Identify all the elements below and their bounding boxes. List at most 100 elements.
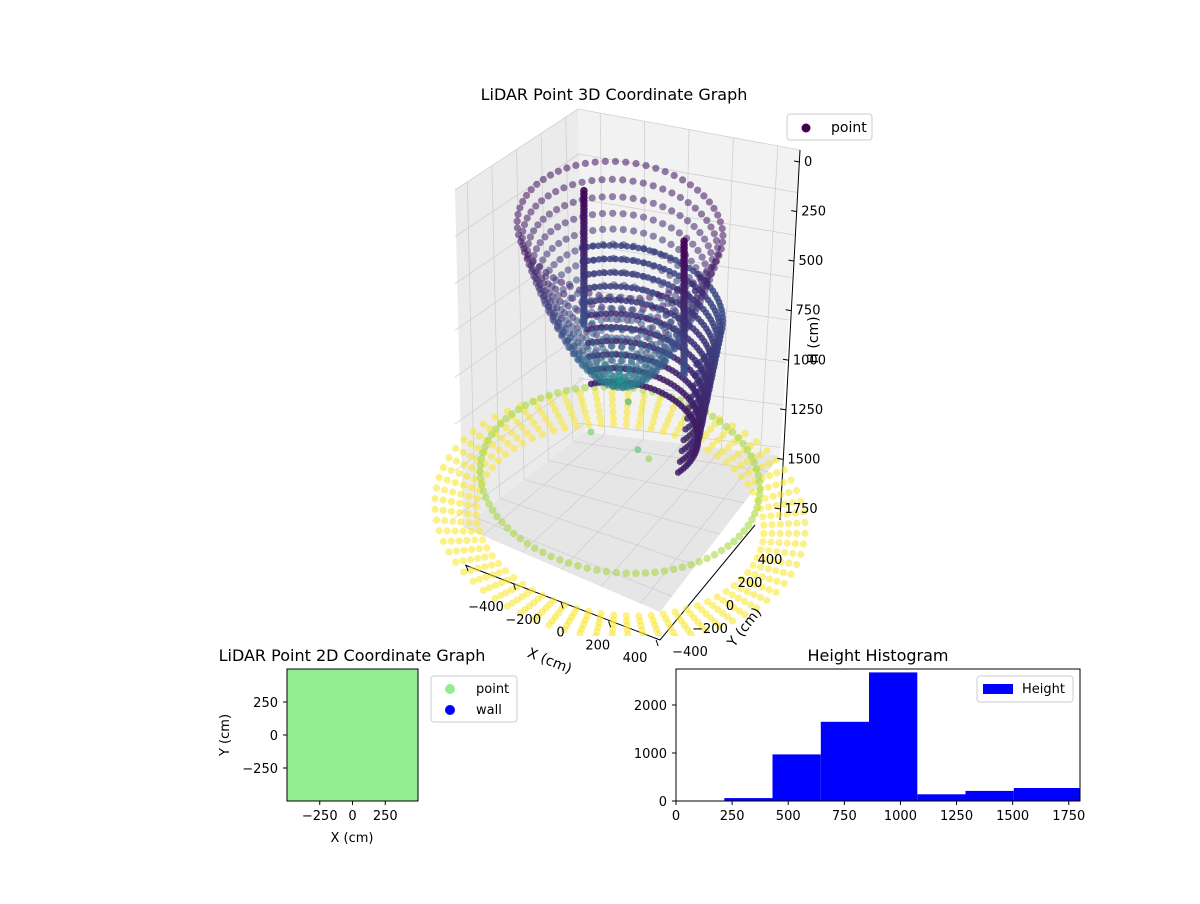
point-1639 (637, 340, 644, 347)
point-362 (793, 561, 800, 568)
point-1567 (566, 330, 573, 337)
point-1681 (609, 350, 616, 357)
histogram-bar-8 (1062, 788, 1080, 801)
point-423 (672, 633, 679, 640)
point-1415 (553, 277, 560, 284)
point-1309 (650, 233, 657, 240)
point-1054 (588, 381, 595, 388)
point-1641 (618, 334, 625, 341)
point-1257 (650, 217, 657, 224)
point-100 (558, 418, 565, 425)
point-334 (453, 548, 460, 555)
point-1524 (647, 301, 654, 308)
point-1073 (714, 211, 721, 218)
point-522 (625, 398, 632, 405)
point-1137 (703, 217, 710, 224)
point-1372 (540, 280, 547, 287)
point-1497 (562, 300, 569, 307)
point-1457 (560, 286, 567, 293)
point-1709 (601, 371, 608, 378)
point-1558 (638, 309, 645, 316)
point-327 (444, 477, 451, 484)
point-1357 (659, 252, 666, 259)
point-177 (498, 435, 505, 442)
point-1201 (659, 203, 666, 210)
point-119 (481, 554, 488, 561)
point-1613 (652, 341, 659, 348)
point-325 (453, 458, 460, 465)
point-300 (766, 460, 773, 467)
point-322 (476, 433, 483, 440)
point-1194 (705, 242, 712, 249)
point-1806 (680, 371, 688, 379)
point-1323 (536, 263, 543, 270)
point-15 (714, 452, 721, 459)
point-1621 (583, 335, 590, 342)
y-tick-1: −200 (692, 622, 728, 637)
y-tick-2d-0: 250 (253, 696, 278, 711)
point-440 (756, 478, 764, 486)
point-31 (529, 435, 536, 442)
point-496 (524, 540, 532, 548)
point-1364 (590, 242, 597, 249)
point-1154 (552, 188, 559, 195)
point-1085 (622, 159, 629, 166)
point-1098 (519, 198, 526, 205)
point-111 (468, 484, 475, 491)
point-511 (661, 567, 669, 575)
point-1590 (618, 315, 625, 322)
point-1618 (608, 325, 615, 332)
point-504 (593, 566, 601, 574)
point-383 (625, 390, 632, 397)
point-446 (739, 440, 747, 448)
point-1268 (547, 228, 554, 235)
histogram-bar-4 (869, 672, 917, 801)
point-6 (760, 522, 767, 529)
point-401 (431, 495, 438, 502)
point-1678 (636, 357, 643, 364)
point-1092 (555, 168, 562, 175)
point-1072 (717, 218, 724, 225)
point-10 (750, 489, 757, 496)
point-254 (456, 470, 463, 477)
point-1086 (612, 158, 619, 165)
point-148 (776, 539, 783, 546)
point-4 (759, 538, 766, 545)
chart-2d-title: LiDAR Point 2D Coordinate Graph (219, 646, 486, 665)
point-240 (609, 402, 616, 409)
point-85 (737, 462, 744, 469)
point-317 (535, 404, 542, 411)
point-1213 (546, 211, 553, 218)
point-187 (457, 518, 464, 525)
point-96 (610, 414, 617, 421)
point-1363 (599, 241, 606, 248)
point-400 (433, 484, 440, 491)
point-1301 (698, 278, 705, 285)
point-1087 (602, 158, 609, 165)
point-247 (514, 418, 521, 425)
point-1094 (540, 176, 547, 183)
point-103 (524, 429, 531, 436)
point-1193 (707, 249, 714, 256)
point-1496 (567, 295, 574, 302)
point-259 (449, 518, 456, 525)
point-516 (703, 555, 711, 563)
point-297 (785, 489, 792, 496)
point-285 (741, 598, 748, 605)
point-265 (483, 574, 490, 581)
point-1148 (609, 176, 616, 183)
point-1486 (658, 295, 665, 302)
point-514 (687, 561, 695, 569)
point-1192 (709, 256, 716, 263)
point-337 (476, 576, 483, 583)
point-1263 (589, 211, 596, 218)
point-465 (581, 384, 589, 392)
point-1490 (621, 282, 628, 289)
point-394 (470, 428, 477, 435)
point-1484 (670, 306, 677, 313)
point-517 (711, 551, 719, 559)
point-150 (777, 521, 784, 528)
point-263 (467, 556, 474, 563)
point-1495 (574, 290, 581, 297)
point-1520 (671, 325, 678, 332)
